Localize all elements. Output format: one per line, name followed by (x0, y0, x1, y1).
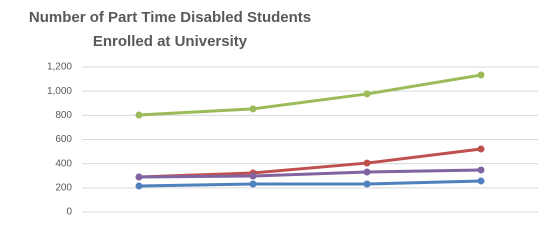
plot: 0 200 400 600 800 1,000 1,200 (47, 62, 538, 218)
data-point (249, 105, 257, 113)
y-tick-label: 1,000 (47, 86, 72, 97)
chart: Number of Part Time Disabled Students En… (28, 9, 538, 218)
data-point (363, 159, 371, 167)
data-point (135, 111, 143, 119)
y-tick-label: 0 (66, 207, 72, 218)
series-line (138, 73, 482, 117)
data-point (363, 180, 371, 188)
series-line (138, 168, 482, 179)
data-point (477, 177, 485, 185)
data-point (249, 172, 257, 180)
y-tick-label: 1,200 (47, 62, 72, 73)
y-tick-label: 600 (55, 134, 72, 145)
data-point (135, 182, 143, 190)
data-point (477, 166, 485, 174)
chart-title: Number of Part Time Disabled Students En… (28, 9, 312, 50)
data-point (477, 71, 485, 79)
data-point (249, 180, 257, 188)
y-tick-label: 200 (55, 182, 72, 193)
data-point (363, 168, 371, 176)
y-tick-label: 800 (55, 110, 72, 121)
series-line (138, 179, 482, 188)
data-point (363, 90, 371, 98)
y-tick-label: 400 (55, 158, 72, 169)
data-point (477, 145, 485, 153)
data-point (135, 173, 143, 181)
series-line (138, 147, 482, 179)
